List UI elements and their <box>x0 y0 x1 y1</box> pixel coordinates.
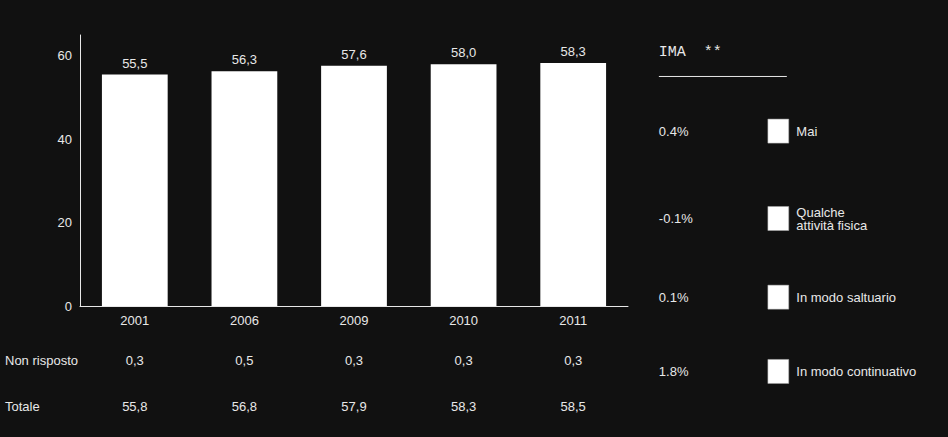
svg-text:2011: 2011 <box>559 313 587 328</box>
svg-text:2001: 2001 <box>120 313 149 328</box>
svg-text:2006: 2006 <box>230 313 259 328</box>
svg-text:In modo saltuario: In modo saltuario <box>796 290 896 305</box>
svg-text:58,5: 58,5 <box>561 399 586 414</box>
svg-text:58,0: 58,0 <box>451 45 476 60</box>
svg-text:Non risposto: Non risposto <box>5 353 78 368</box>
svg-text:Qualche: Qualche <box>796 204 845 220</box>
svg-text:0,3: 0,3 <box>564 353 582 368</box>
svg-text:57,9: 57,9 <box>341 399 366 414</box>
svg-text:0,3: 0,3 <box>126 353 144 368</box>
svg-text:40: 40 <box>58 132 72 147</box>
svg-text:2010: 2010 <box>449 313 478 328</box>
svg-text:2009: 2009 <box>340 313 369 328</box>
svg-text:In modo continuativo: In modo continuativo <box>796 364 916 379</box>
svg-text:1.8%: 1.8% <box>659 364 689 379</box>
svg-text:20: 20 <box>58 215 72 230</box>
svg-text:Totale: Totale <box>5 399 40 414</box>
svg-text:58,3: 58,3 <box>561 44 586 59</box>
svg-text:55,5: 55,5 <box>122 56 147 71</box>
svg-text:0.1%: 0.1% <box>659 290 689 305</box>
svg-text:0,3: 0,3 <box>455 353 473 368</box>
svg-text:57,6: 57,6 <box>341 47 366 62</box>
svg-text:0.4%: 0.4% <box>659 124 689 139</box>
svg-text:56,8: 56,8 <box>232 399 257 414</box>
svg-text:IMA **: IMA ** <box>659 44 722 61</box>
svg-text:60: 60 <box>58 48 72 63</box>
svg-text:0: 0 <box>65 299 72 314</box>
svg-text:56,3: 56,3 <box>232 52 257 67</box>
svg-text:attività fisica: attività fisica <box>796 218 868 233</box>
svg-text:0,5: 0,5 <box>235 353 253 368</box>
svg-text:Mai: Mai <box>796 124 817 139</box>
svg-text:0,3: 0,3 <box>345 353 363 368</box>
svg-text:58,3: 58,3 <box>451 399 476 414</box>
svg-text:-0.1%: -0.1% <box>659 211 693 226</box>
svg-text:55,8: 55,8 <box>122 399 147 414</box>
